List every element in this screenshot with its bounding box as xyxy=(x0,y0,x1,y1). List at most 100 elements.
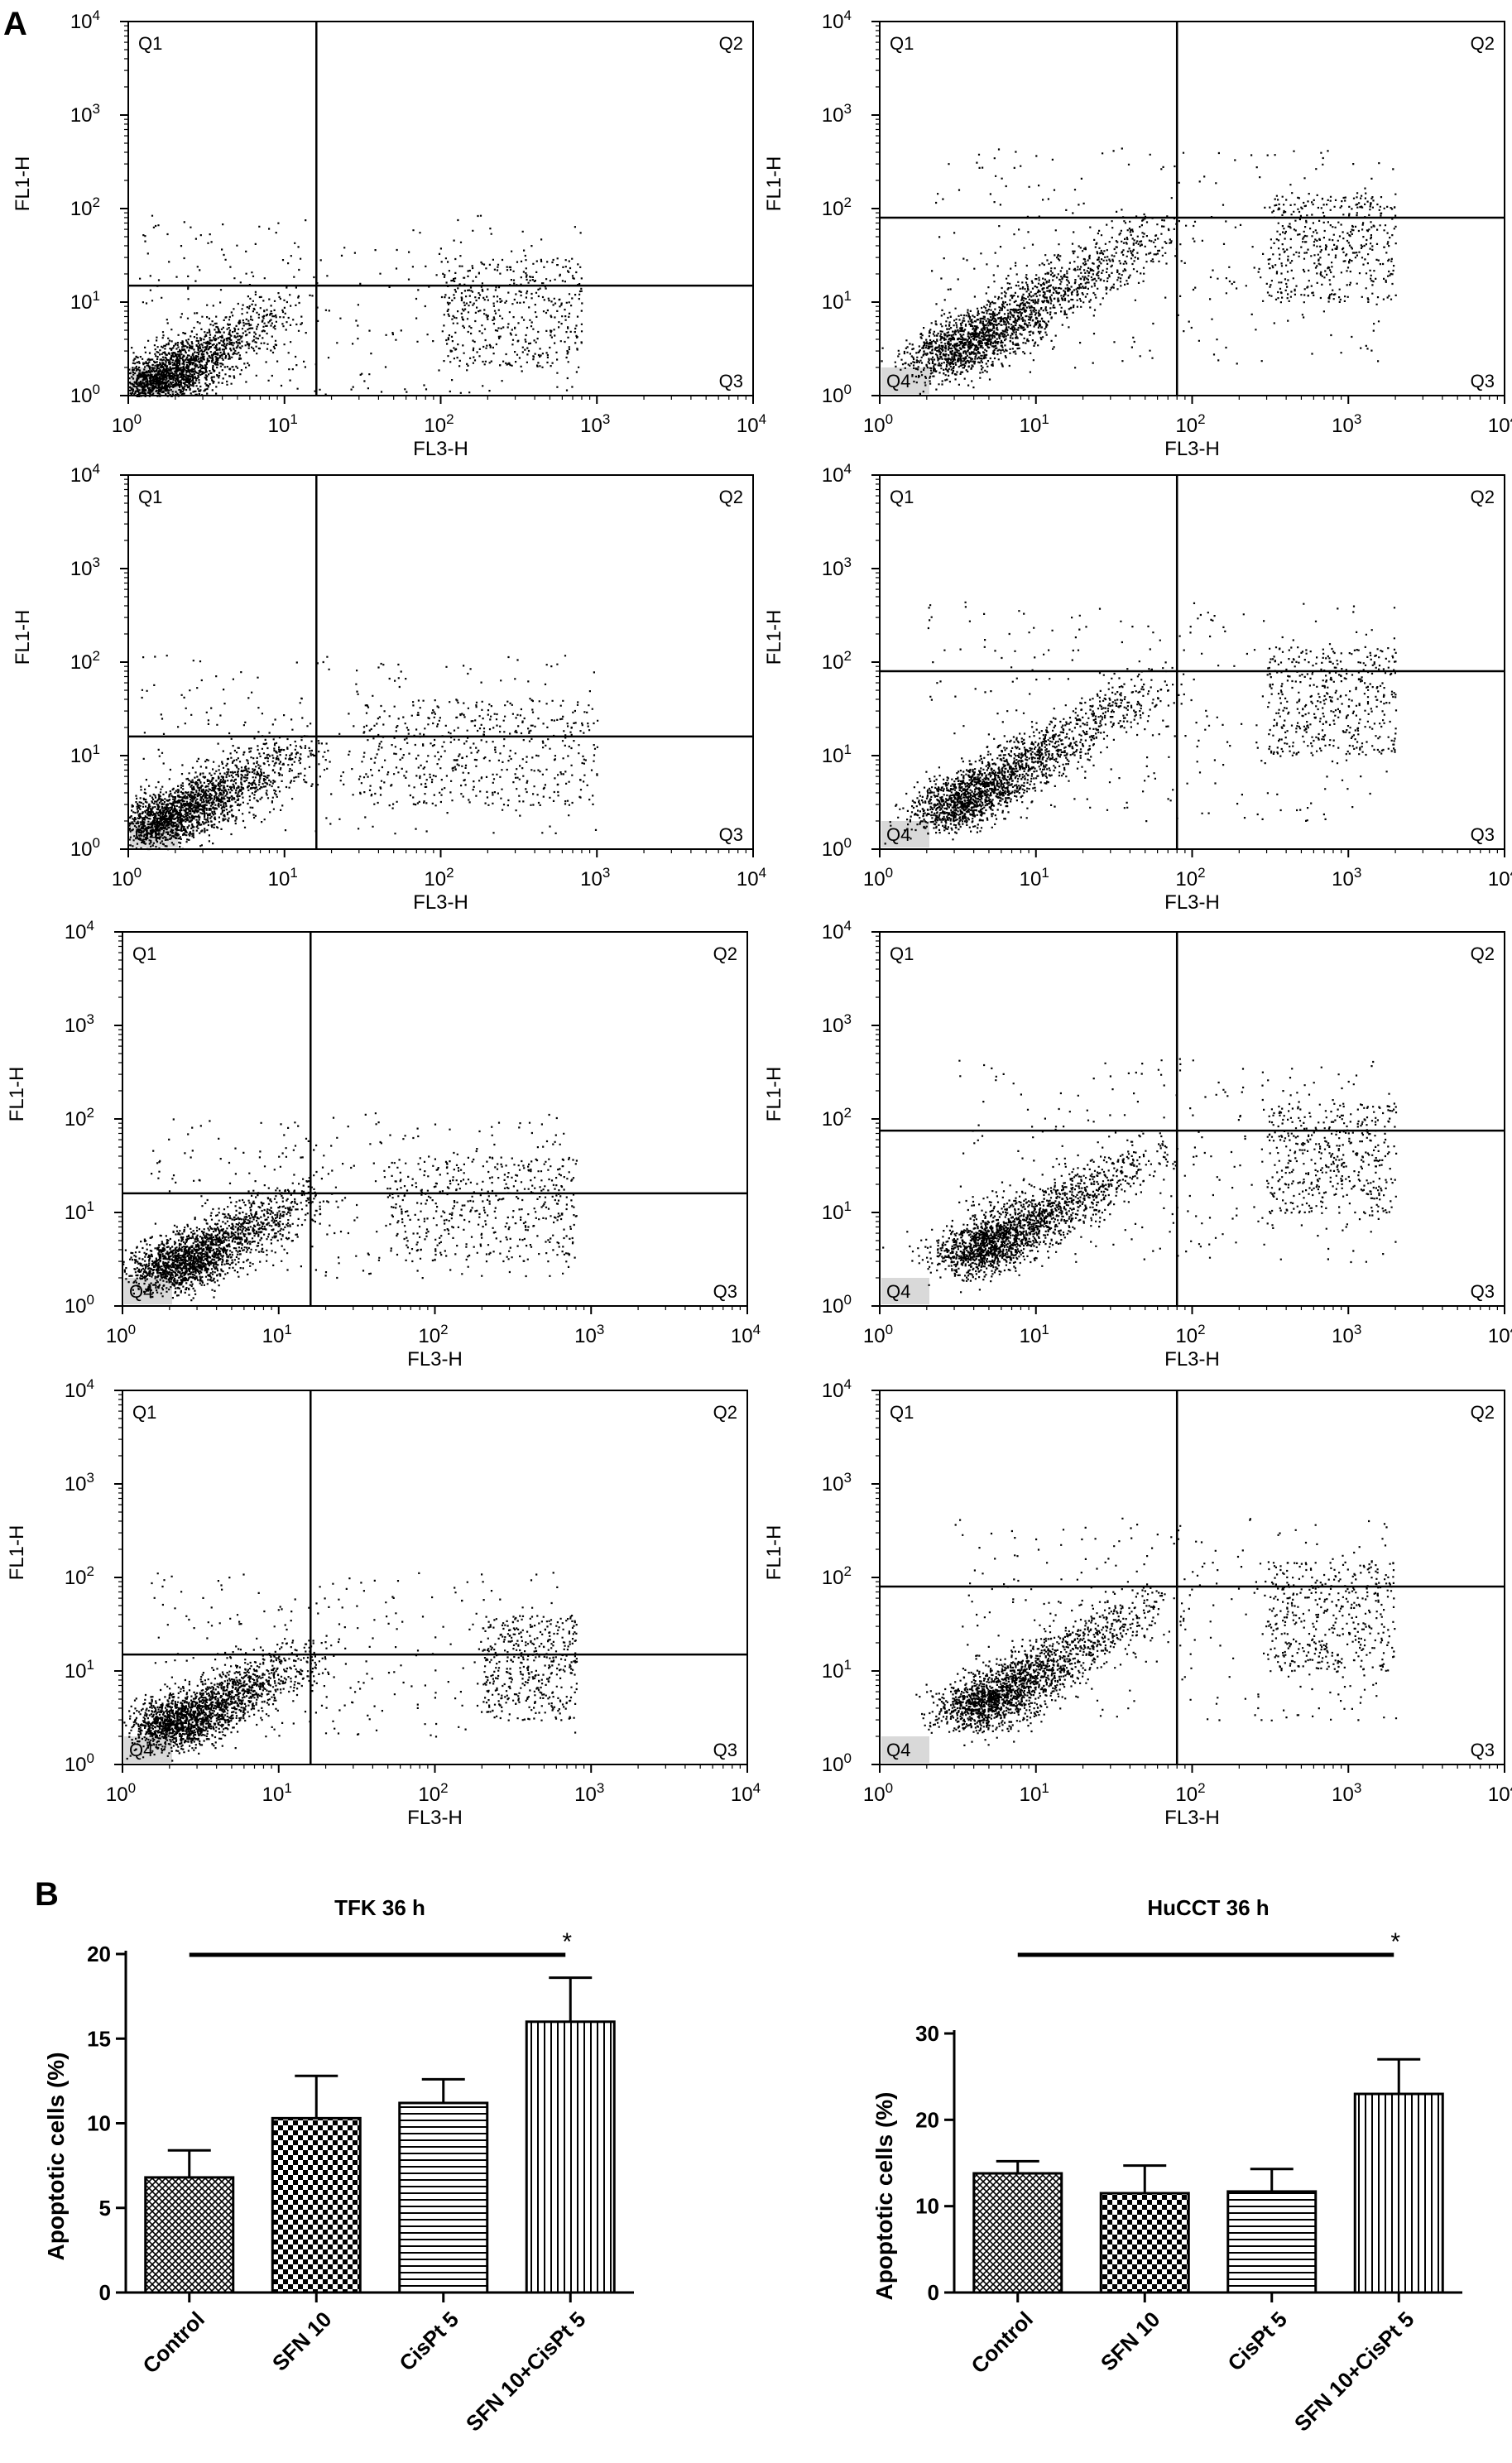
x-tick-label: SFN 10+CisPt 5 xyxy=(1289,2307,1419,2437)
x-tick-label: 103 xyxy=(1332,1780,1361,1806)
y-tick-label: 10 xyxy=(87,2111,111,2136)
x-tick-label: 103 xyxy=(1332,1322,1361,1347)
bar xyxy=(271,2116,362,2294)
y-tick-label: 103 xyxy=(65,1011,94,1037)
bar xyxy=(144,2176,235,2294)
quadrant-label-q1: Q1 xyxy=(132,943,156,964)
event-dots xyxy=(122,1112,578,1302)
plot-frame xyxy=(879,931,1505,1307)
x-axis-label: FL3-H xyxy=(407,1348,463,1371)
x-tick-label: 104 xyxy=(731,1780,761,1806)
x-axis-label: FL3-H xyxy=(413,438,468,460)
significance-marker: * xyxy=(1390,1928,1400,1956)
x-tick-label: 100 xyxy=(112,411,142,437)
bar xyxy=(972,2172,1063,2294)
quadrant-label-q4: Q4 xyxy=(886,824,910,845)
y-tick-label: 100 xyxy=(65,1750,94,1776)
flow-plot-1: Q1 Q2 Q3 Q4 100 100 101 101 102 102 103 103 104 104 FL… xyxy=(12,7,766,460)
y-tick-label: 104 xyxy=(822,7,852,33)
quadrant-label-q3: Q3 xyxy=(1471,824,1495,845)
x-tick-label: 102 xyxy=(1175,411,1205,437)
y-tick-label: 103 xyxy=(70,101,100,127)
y-axis-label: FL1-H xyxy=(763,610,785,665)
quadrant-label-q3: Q3 xyxy=(713,1740,737,1760)
y-tick-label: 100 xyxy=(822,1292,852,1318)
quadrant-label-q3: Q3 xyxy=(1471,1740,1495,1760)
x-tick-label: 103 xyxy=(574,1322,604,1347)
quadrant-label-q3: Q3 xyxy=(719,371,743,391)
flow-plot-7: Q1 Q2 Q3 Q4 100 100 101 101 102 102 103 103 104 104 FL… xyxy=(6,1376,761,1829)
y-tick-label: 102 xyxy=(70,194,100,220)
y-tick-label: 101 xyxy=(65,1198,94,1224)
quadrant-label-q1: Q1 xyxy=(132,1402,156,1423)
quadrant-label-q4: Q4 xyxy=(135,371,159,391)
x-tick-label: 102 xyxy=(424,865,454,891)
y-axis-label: FL1-H xyxy=(12,156,34,212)
y-tick-label: 104 xyxy=(822,918,852,943)
flow-plot-5: Q1 Q2 Q3 Q4 100 100 101 101 102 102 103 103 104 104 FL… xyxy=(6,918,761,1371)
quadrant-label-q2: Q2 xyxy=(719,487,743,507)
y-tick-label: 103 xyxy=(822,555,852,580)
y-tick-label: 20 xyxy=(87,1942,111,1966)
quadrant-label-q2: Q2 xyxy=(713,1402,737,1423)
y-axis-label: FL1-H xyxy=(6,1067,28,1122)
y-tick-label: 102 xyxy=(70,648,100,674)
y-axis-label: Apoptotic cells (%) xyxy=(43,2052,69,2260)
y-tick-label: 104 xyxy=(70,461,100,487)
x-tick-label: 101 xyxy=(1020,411,1049,437)
plot-frame xyxy=(127,474,754,850)
y-tick-label: 104 xyxy=(822,1376,852,1402)
bar xyxy=(1099,2192,1190,2294)
x-tick-label: SFN 10+CisPt 5 xyxy=(461,2307,591,2437)
y-tick-label: 102 xyxy=(65,1105,94,1131)
y-tick-label: 101 xyxy=(65,1657,94,1683)
quadrant-label-q1: Q1 xyxy=(890,487,914,507)
quadrant-label-q4: Q4 xyxy=(129,1740,153,1760)
x-tick-label: 103 xyxy=(1332,411,1361,437)
x-tick-label: 103 xyxy=(574,1780,604,1806)
x-axis-label: FL3-H xyxy=(413,891,468,914)
y-tick-label: 101 xyxy=(822,742,852,767)
x-tick-label: 103 xyxy=(580,865,610,891)
x-tick-label: 101 xyxy=(1020,1780,1049,1806)
y-axis-label: FL1-H xyxy=(763,1067,785,1122)
y-tick-label: 20 xyxy=(915,2107,939,2132)
x-tick-label: 101 xyxy=(262,1780,292,1806)
y-tick-label: 103 xyxy=(70,555,100,580)
quadrant-label-q4: Q4 xyxy=(886,1281,910,1302)
quadrant-label-q4: Q4 xyxy=(135,824,159,845)
quadrant-label-q4: Q4 xyxy=(886,371,910,391)
quadrant-label-q2: Q2 xyxy=(1471,33,1495,54)
charts-layer: Q1 Q2 Q3 Q4 100 100 101 101 102 102 103 103 104 104 FL… xyxy=(6,7,1512,2437)
y-tick-label: 100 xyxy=(65,1292,94,1318)
x-tick-label: 101 xyxy=(1020,865,1049,891)
x-axis-label: FL3-H xyxy=(1164,1348,1220,1371)
y-tick-label: 5 xyxy=(99,2196,111,2221)
bar xyxy=(398,2101,489,2294)
x-tick-label: 102 xyxy=(418,1322,448,1347)
y-tick-label: 100 xyxy=(822,835,852,861)
quadrant-label-q1: Q1 xyxy=(138,33,162,54)
bar xyxy=(1226,2190,1318,2294)
y-tick-label: 104 xyxy=(65,1376,94,1402)
y-axis-label: Apoptotic cells (%) xyxy=(871,2091,897,2300)
y-axis-label: FL1-H xyxy=(6,1525,28,1581)
y-tick-label: 100 xyxy=(70,382,100,407)
y-tick-label: 100 xyxy=(822,1750,852,1776)
y-tick-label: 104 xyxy=(70,7,100,33)
event-dots xyxy=(882,1058,1398,1294)
x-tick-label: Control xyxy=(966,2307,1038,2379)
x-axis-label: FL3-H xyxy=(407,1807,463,1829)
quadrant-label-q3: Q3 xyxy=(713,1281,737,1302)
plot-frame xyxy=(127,21,754,396)
chart-title: TFK 36 h xyxy=(334,1895,425,1920)
y-tick-label: 102 xyxy=(822,194,852,220)
y-tick-label: 101 xyxy=(70,288,100,314)
bar xyxy=(1353,2092,1444,2294)
quadrant-label-q4: Q4 xyxy=(129,1281,153,1302)
y-axis-label: FL1-H xyxy=(763,1525,785,1581)
quadrant-label-q3: Q3 xyxy=(719,824,743,845)
y-tick-label: 30 xyxy=(915,2021,939,2046)
event-dots xyxy=(881,147,1397,395)
flow-plot-2: Q1 Q2 Q3 Q4 100 100 101 101 102 102 103 103 104 104 FL… xyxy=(763,7,1512,460)
